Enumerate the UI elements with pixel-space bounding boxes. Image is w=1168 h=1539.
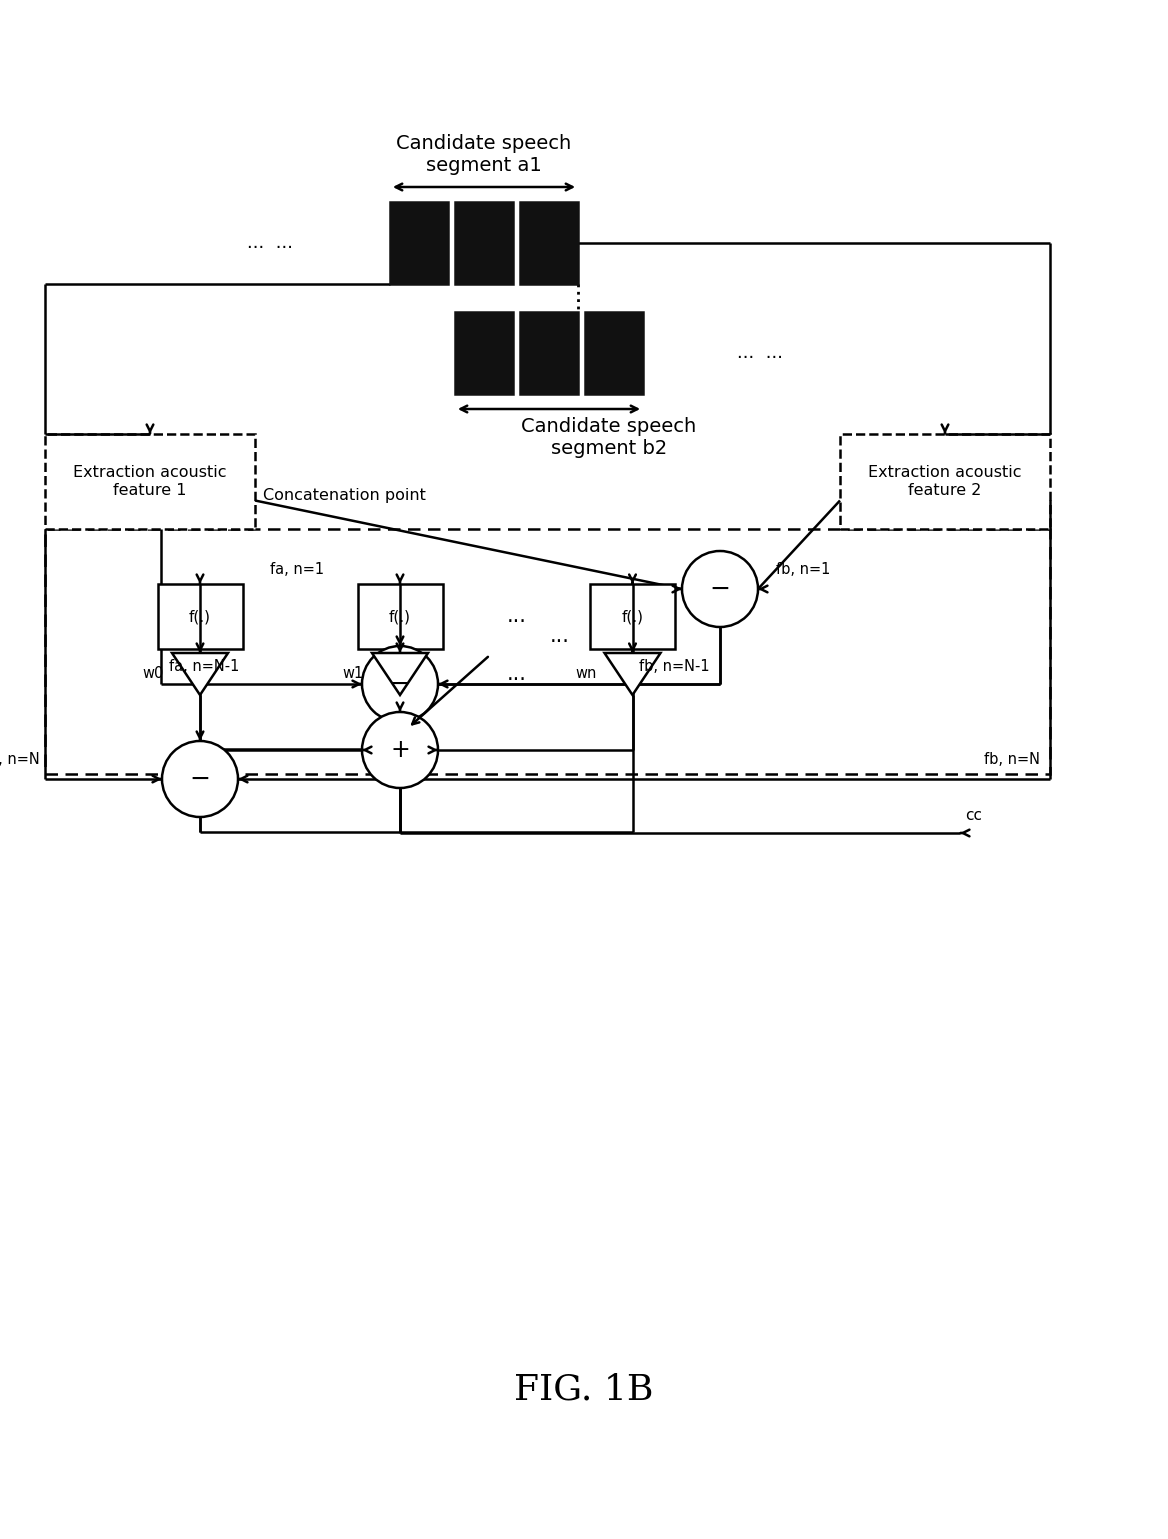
Bar bbox=[520, 312, 578, 394]
Bar bbox=[46, 434, 255, 529]
Text: +: + bbox=[390, 739, 410, 762]
Bar bbox=[840, 434, 1050, 529]
Text: ...: ... bbox=[506, 606, 527, 626]
Text: cc: cc bbox=[965, 808, 982, 823]
Text: f(.): f(.) bbox=[189, 609, 211, 623]
Text: ...: ... bbox=[506, 663, 527, 683]
Text: f(.): f(.) bbox=[389, 609, 411, 623]
Text: fa, n=N-1: fa, n=N-1 bbox=[168, 659, 239, 674]
Text: −: − bbox=[389, 673, 410, 696]
Text: f(.): f(.) bbox=[621, 609, 644, 623]
Bar bbox=[46, 529, 1050, 774]
Bar bbox=[590, 583, 675, 649]
Text: FIG. 1B: FIG. 1B bbox=[514, 1371, 654, 1407]
Polygon shape bbox=[172, 653, 228, 696]
Text: w0: w0 bbox=[142, 666, 164, 682]
Text: fa, n=1: fa, n=1 bbox=[270, 562, 325, 577]
Text: fb, n=N: fb, n=N bbox=[983, 753, 1040, 766]
Polygon shape bbox=[605, 653, 660, 696]
Bar bbox=[456, 312, 513, 394]
Text: Extraction acoustic
feature 2: Extraction acoustic feature 2 bbox=[868, 465, 1022, 497]
Text: fb, n=1: fb, n=1 bbox=[776, 562, 830, 577]
Text: Extraction acoustic
feature 1: Extraction acoustic feature 1 bbox=[74, 465, 227, 497]
Text: Candidate speech
segment b2: Candidate speech segment b2 bbox=[521, 417, 696, 459]
Circle shape bbox=[362, 646, 438, 722]
Bar bbox=[158, 583, 243, 649]
Text: wn: wn bbox=[575, 666, 597, 682]
Text: Concatenation point: Concatenation point bbox=[263, 488, 426, 503]
Text: ...  ...: ... ... bbox=[737, 345, 783, 362]
Polygon shape bbox=[371, 653, 427, 696]
Text: fb, n=N-1: fb, n=N-1 bbox=[639, 659, 710, 674]
Text: fa, n=N: fa, n=N bbox=[0, 753, 40, 766]
Text: Candidate speech
segment a1: Candidate speech segment a1 bbox=[396, 134, 571, 175]
Circle shape bbox=[162, 740, 238, 817]
Bar bbox=[390, 202, 449, 285]
Text: −: − bbox=[189, 766, 210, 791]
Bar bbox=[585, 312, 644, 394]
Text: ...  ...: ... ... bbox=[246, 234, 293, 252]
Bar bbox=[357, 583, 443, 649]
Text: w1: w1 bbox=[342, 666, 364, 682]
Bar bbox=[520, 202, 578, 285]
Text: −: − bbox=[709, 577, 730, 602]
Circle shape bbox=[682, 551, 758, 626]
Bar bbox=[456, 202, 513, 285]
Text: ...: ... bbox=[550, 626, 570, 646]
Circle shape bbox=[362, 713, 438, 788]
